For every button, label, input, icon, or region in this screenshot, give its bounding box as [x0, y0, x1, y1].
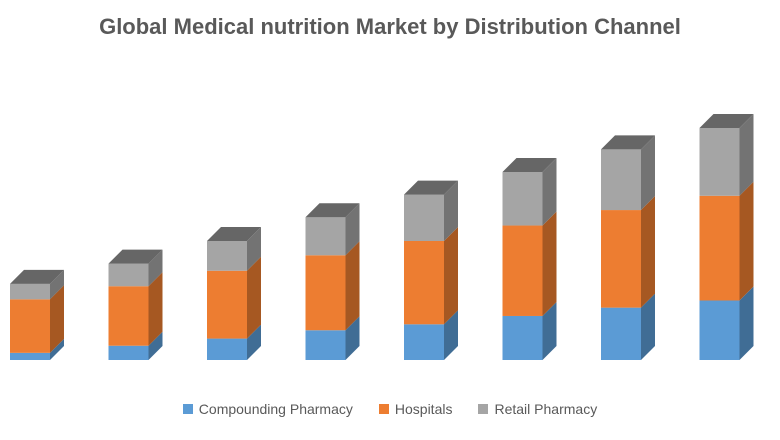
- bar-top: [108, 249, 163, 264]
- bar-side-hospitals: [739, 181, 754, 301]
- bar-side-compounding-pharmacy: [345, 316, 360, 360]
- bar-hospitals: [502, 225, 543, 316]
- bar-side-retail-pharmacy: [641, 135, 655, 211]
- bar-side-retail-pharmacy: [50, 269, 64, 300]
- bar-retail-pharmacy: [305, 217, 346, 256]
- bar-side-hospitals: [641, 196, 655, 308]
- bar-side-hospitals: [345, 241, 360, 331]
- bar-retail-pharmacy: [502, 171, 543, 226]
- bar-retail-pharmacy: [601, 149, 641, 211]
- bar-compounding-pharmacy: [10, 352, 50, 360]
- bar-hospitals: [10, 299, 50, 353]
- bar-side-compounding-pharmacy: [641, 293, 655, 360]
- bar-top: [699, 113, 754, 128]
- bar-hospitals: [207, 270, 247, 339]
- bar-top: [207, 227, 261, 241]
- bar-side-retail-pharmacy: [247, 227, 261, 271]
- legend-swatch: [378, 404, 389, 414]
- bar-side-retail-pharmacy: [542, 157, 557, 226]
- legend-item-hospitals: Hospitals: [378, 401, 453, 417]
- bar-top: [601, 135, 655, 150]
- bar-side-retail-pharmacy: [345, 203, 360, 256]
- bar-compounding-pharmacy: [601, 307, 641, 360]
- legend: Compounding Pharmacy Hospitals Retail Ph…: [0, 401, 780, 417]
- bar-side-hospitals: [148, 272, 163, 346]
- bar-retail-pharmacy: [108, 263, 149, 287]
- bar-side-compounding-pharmacy: [50, 338, 64, 360]
- legend-swatch: [182, 404, 193, 414]
- bar-top: [305, 203, 360, 218]
- bar-hospitals: [699, 195, 740, 301]
- bar-compounding-pharmacy: [699, 300, 740, 360]
- bar-retail-pharmacy: [10, 283, 50, 300]
- bar-side-compounding-pharmacy: [542, 301, 557, 360]
- bar-side-hospitals: [50, 285, 64, 353]
- bar-top: [10, 269, 64, 284]
- bar-top: [404, 180, 458, 195]
- bar-retail-pharmacy: [207, 241, 247, 271]
- bar-retail-pharmacy: [404, 194, 444, 241]
- bar-compounding-pharmacy: [404, 324, 444, 360]
- bar-hospitals: [601, 210, 641, 308]
- legend-label: Hospitals: [394, 401, 453, 417]
- bar-side-compounding-pharmacy: [148, 331, 163, 360]
- bar-side-compounding-pharmacy: [739, 286, 754, 360]
- legend-item-compounding-pharmacy: Compounding Pharmacy: [182, 401, 353, 417]
- legend-label: Retail Pharmacy: [494, 401, 598, 417]
- bar-side-hospitals: [542, 211, 557, 316]
- bar-compounding-pharmacy: [305, 330, 346, 360]
- chart-title: Global Medical nutrition Market by Distr…: [99, 14, 681, 39]
- bar-side-hospitals: [444, 227, 458, 325]
- bar-side-retail-pharmacy: [739, 113, 754, 196]
- bar-hospitals: [305, 255, 346, 331]
- bar-compounding-pharmacy: [207, 338, 247, 360]
- bar-compounding-pharmacy: [502, 315, 543, 360]
- legend-swatch: [478, 404, 489, 414]
- bar-side-retail-pharmacy: [148, 249, 163, 287]
- legend-label: Compounding Pharmacy: [198, 401, 353, 417]
- bar-hospitals: [108, 286, 149, 346]
- legend-item-retail-pharmacy: Retail Pharmacy: [478, 401, 597, 417]
- bar-top: [502, 157, 557, 172]
- bar-compounding-pharmacy: [108, 345, 149, 360]
- bar-side-retail-pharmacy: [444, 180, 458, 241]
- bar-side-compounding-pharmacy: [247, 324, 261, 360]
- bar-side-hospitals: [247, 256, 261, 339]
- bar-retail-pharmacy: [699, 127, 740, 196]
- bar-side-compounding-pharmacy: [444, 310, 458, 360]
- bar-hospitals: [404, 241, 444, 325]
